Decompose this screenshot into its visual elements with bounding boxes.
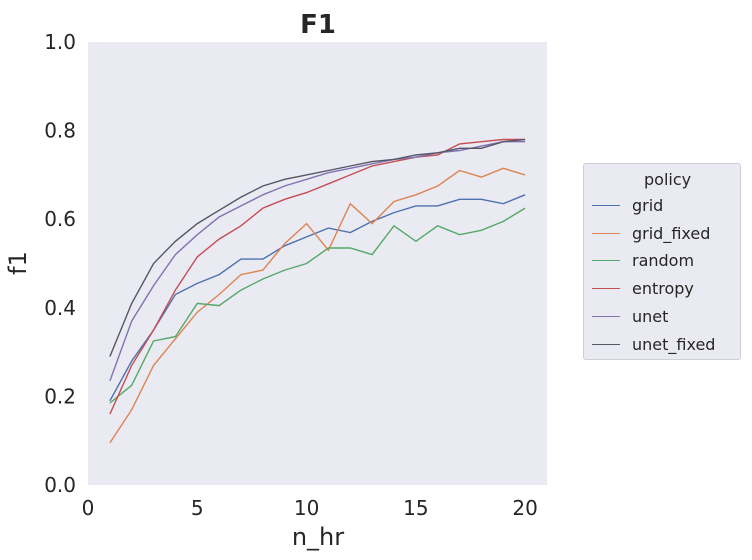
legend-item-grid-fixed: grid_fixed [584, 223, 740, 245]
x-axis-label: n_hr [292, 523, 344, 551]
x-tick-label: 0 [82, 496, 95, 520]
legend-swatch [592, 260, 620, 262]
y-tick-label: 0.2 [44, 384, 76, 408]
series-line-random [109, 207, 526, 404]
chart-title: F1 [300, 10, 336, 40]
x-tick-label: 20 [512, 496, 537, 520]
y-tick-label: 0.8 [44, 119, 76, 143]
series-line-unet-fixed [109, 138, 526, 357]
legend-label: grid_fixed [632, 223, 711, 243]
legend-label: random [632, 251, 695, 271]
legend-item-unet: unet [584, 306, 740, 328]
x-tick-label: 15 [403, 496, 428, 520]
y-tick-label: 0.4 [44, 296, 76, 320]
legend-item-grid: grid [584, 195, 740, 217]
series-line-grid [109, 194, 526, 402]
legend-swatch [592, 232, 620, 234]
legend-label: unet [632, 306, 669, 326]
legend-swatch [592, 343, 620, 345]
legend-swatch [592, 288, 620, 290]
legend-swatch [592, 315, 620, 317]
legend-item-random: random [584, 250, 740, 272]
series-line-unet [109, 140, 526, 382]
y-tick-label: 0.0 [44, 473, 76, 497]
series-line-entropy [109, 138, 526, 415]
y-tick-label: 0.6 [44, 207, 76, 231]
legend-label: unet_fixed [632, 334, 716, 354]
x-tick-label: 10 [294, 496, 319, 520]
series-line-grid-fixed [109, 167, 526, 444]
legend-item-unet-fixed: unet_fixed [584, 334, 740, 356]
legend-item-entropy: entropy [584, 278, 740, 300]
legend-swatch [592, 205, 620, 206]
x-tick-label: 5 [191, 496, 204, 520]
legend-title: policy [644, 170, 692, 189]
y-tick-label: 1.0 [44, 30, 76, 54]
legend-label: grid [632, 196, 664, 215]
legend-label: entropy [632, 279, 694, 299]
y-axis-label: f1 [4, 251, 32, 275]
plot-area [88, 42, 547, 485]
